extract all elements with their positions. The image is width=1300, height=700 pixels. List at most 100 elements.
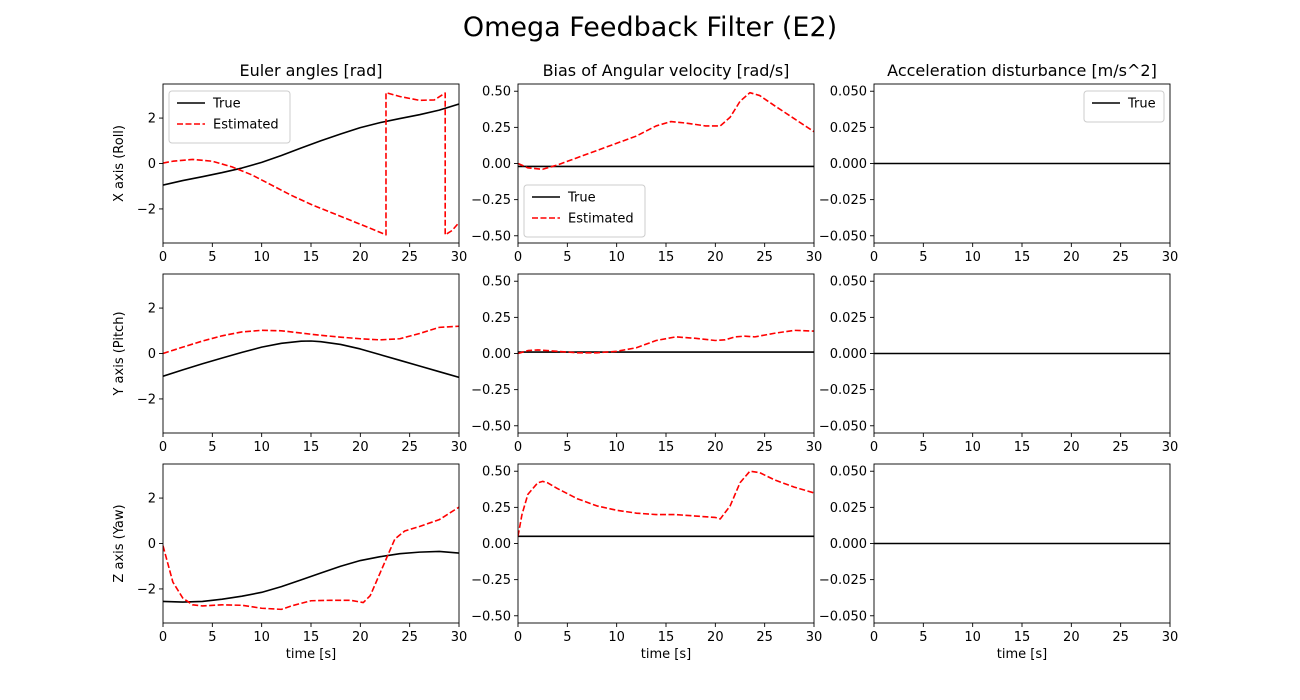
x-tick-label: 5: [208, 250, 216, 265]
y-tick-label: −0.25: [471, 573, 511, 588]
x-tick-label: 30: [451, 250, 468, 265]
x-tick-label: 30: [806, 630, 823, 645]
figure-title: Omega Feedback Filter (E2): [463, 12, 837, 43]
x-tick-label: 15: [1014, 630, 1031, 645]
legend-label-true: True: [212, 97, 241, 112]
x-tick-label: 0: [870, 440, 878, 455]
y-tick-label: 0.000: [830, 157, 867, 172]
y-tick-label: 0.50: [482, 465, 511, 480]
subplot-2-2: 0 5 10 15 20 25 30 −0.50 −0.25 0.00 0.25 0.50: [471, 273, 822, 455]
plot-area: [518, 464, 814, 623]
x-tick-label: 10: [608, 250, 625, 265]
y-tick-label: 0.025: [830, 501, 867, 516]
x-tick-label: 15: [303, 630, 320, 645]
x-tick-label: 25: [756, 630, 773, 645]
x-tick-label: 15: [1014, 250, 1031, 265]
y-tick-label: −0.25: [471, 383, 511, 398]
x-tick-label: 5: [919, 440, 927, 455]
y-tick-label: 2: [148, 492, 156, 507]
y-tick-label: 0.000: [830, 347, 867, 362]
y-tick-label: 0: [148, 537, 156, 552]
x-tick-label: 0: [159, 630, 167, 645]
x-tick-label: 5: [563, 250, 571, 265]
series-line-estimated: [163, 325, 459, 355]
series-line-estimated: [163, 506, 459, 611]
x-tick-label: 5: [919, 630, 927, 645]
y-tick-label: −0.025: [819, 383, 867, 398]
legend-box: [168, 90, 291, 144]
subplot-3-1: 0 5 10 15 20 25 30 −2 0 2 time [s] Z axis (Yaw): [112, 463, 467, 662]
series-line-estimated: [163, 91, 459, 236]
series-line-true: [163, 340, 459, 379]
subplot-title: Euler angles [rad]: [239, 61, 382, 80]
y-tick-label: 0: [148, 347, 156, 362]
plot-area: [163, 274, 459, 433]
x-tick-label: 20: [352, 440, 369, 455]
y-tick-label: −0.025: [819, 573, 867, 588]
x-tick-label: 30: [1162, 440, 1179, 455]
subplot-title: Bias of Angular velocity [rad/s]: [543, 61, 790, 80]
y-tick-label: −0.50: [471, 419, 511, 434]
y-tick-label: −0.50: [471, 229, 511, 244]
legend: True: [1083, 90, 1165, 123]
x-tick-label: 5: [208, 630, 216, 645]
y-tick-label: −2: [137, 582, 156, 597]
y-tick-label: 0.50: [482, 85, 511, 100]
legend-label-estimated: Estimated: [568, 212, 634, 227]
x-tick-label: 5: [563, 440, 571, 455]
y-tick-label: 0.025: [830, 121, 867, 136]
y-tick-label: 0.25: [482, 121, 511, 136]
x-tick-label: 20: [352, 250, 369, 265]
y-tick-label: 0.00: [482, 347, 511, 362]
x-tick-label: 25: [756, 250, 773, 265]
x-tick-label: 25: [401, 250, 418, 265]
x-tick-label: 20: [1063, 250, 1080, 265]
x-tick-label: 5: [208, 440, 216, 455]
x-tick-label: 30: [806, 250, 823, 265]
x-axis-label: time [s]: [641, 647, 691, 662]
legend-box: [523, 184, 646, 238]
y-tick-label: −0.050: [819, 229, 867, 244]
y-tick-label: 0.050: [830, 85, 867, 100]
x-tick-label: 0: [870, 630, 878, 645]
legend-label-true: True: [567, 191, 596, 206]
x-tick-label: 20: [352, 630, 369, 645]
subplot-1-3: 0 5 10 15 20 25 30 −0.050 −0.025 0.000 0.025 0.050 A…: [819, 61, 1178, 265]
x-tick-label: 30: [451, 440, 468, 455]
y-tick-label: −0.050: [819, 609, 867, 624]
y-axis-label: Y axis (Pitch): [112, 311, 127, 396]
legend: True Estimated: [523, 184, 646, 238]
x-tick-label: 0: [514, 250, 522, 265]
x-tick-label: 20: [707, 250, 724, 265]
x-tick-label: 15: [303, 440, 320, 455]
y-tick-label: 2: [148, 302, 156, 317]
y-tick-label: −2: [137, 202, 156, 217]
subplot-3-2: 0 5 10 15 20 25 30 −0.50 −0.25 0.00 0.25 0.50 time […: [471, 463, 823, 662]
series-line-estimated: [518, 329, 814, 355]
series-group: [518, 329, 814, 355]
subplot-2-3: 0 5 10 15 20 25 30 −0.050 −0.025 0.000 0.025 0.050: [819, 273, 1179, 455]
x-tick-label: 10: [253, 250, 270, 265]
y-tick-label: 0.050: [830, 465, 867, 480]
series-group: [163, 91, 459, 236]
subplot-2-1: 0 5 10 15 20 25 30 −2 0 2 Y axis (Pitch): [112, 273, 468, 455]
legend-label-true: True: [1127, 97, 1156, 112]
x-tick-label: 25: [756, 440, 773, 455]
y-axis-label: Z axis (Yaw): [112, 504, 127, 582]
x-tick-label: 20: [707, 440, 724, 455]
series-group: [163, 506, 459, 611]
x-tick-label: 15: [1014, 440, 1031, 455]
x-tick-label: 30: [1162, 250, 1179, 265]
y-tick-label: 0.050: [830, 275, 867, 290]
x-tick-label: 10: [608, 630, 625, 645]
legend-box: [1083, 90, 1165, 123]
x-tick-label: 10: [964, 630, 981, 645]
x-tick-label: 20: [707, 630, 724, 645]
series-line-estimated: [518, 470, 814, 537]
subplot-1-1: 0 5 10 15 20 25 30 −2 0 2 Euler angles [rad] X axis…: [112, 61, 467, 265]
x-tick-label: 30: [1162, 630, 1179, 645]
series-line-true: [163, 103, 459, 186]
plot-area: [518, 274, 814, 433]
series-group: [163, 325, 459, 379]
x-tick-label: 15: [658, 630, 675, 645]
